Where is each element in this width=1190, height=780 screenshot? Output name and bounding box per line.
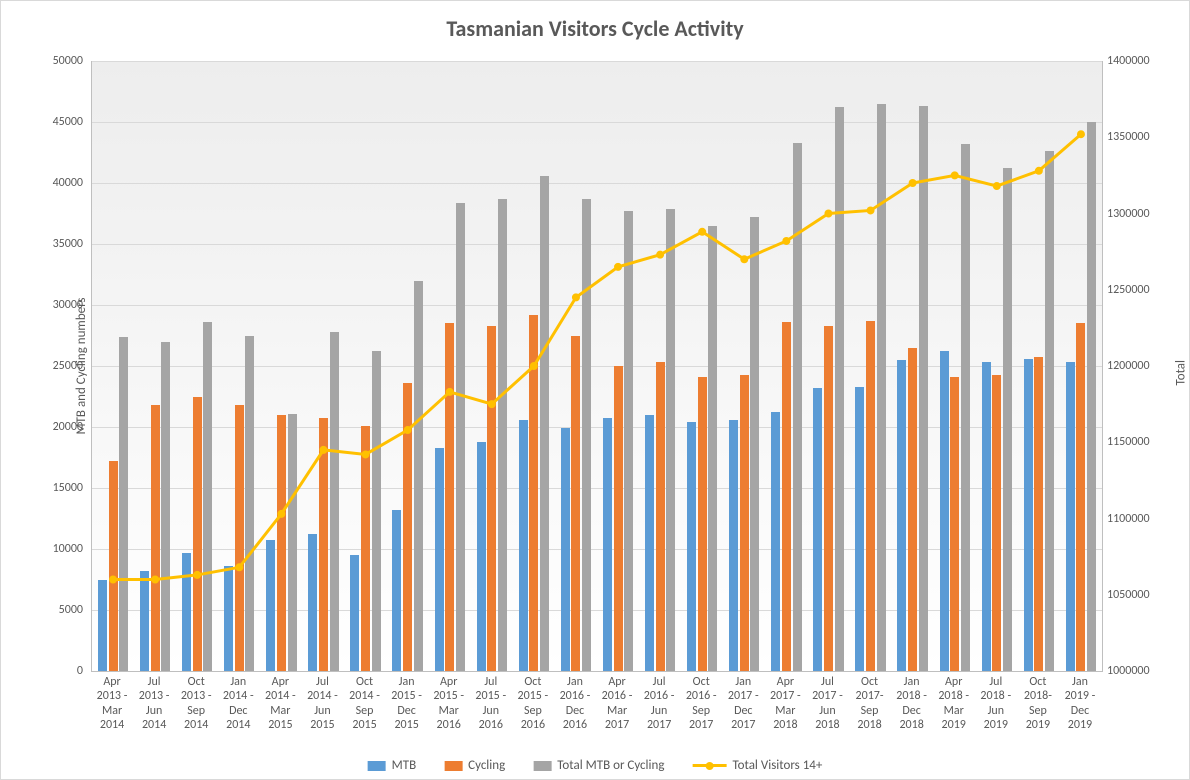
legend-label: Cycling: [468, 758, 505, 773]
plot-area: [91, 61, 1103, 672]
x-tick-label: Apr 2015 - Mar 2016: [428, 675, 470, 733]
y-right-axis-title: Total Visitors: [1173, 347, 1190, 386]
marker-total-visitors: [319, 446, 327, 454]
y-right-tick-label: 1100000: [1107, 512, 1150, 526]
marker-total-visitors: [109, 576, 117, 584]
y-left-tick-label: 30000: [53, 298, 83, 312]
y-right-tick-label: 1400000: [1107, 54, 1150, 68]
legend-marker: [705, 762, 713, 770]
marker-total-visitors: [867, 206, 875, 214]
y-right-tick-label: 1200000: [1107, 359, 1150, 373]
marker-total-visitors: [656, 251, 664, 259]
x-tick-label: Jul 2017 - Jun 2018: [806, 675, 848, 733]
legend-label: MTB: [392, 758, 417, 773]
chart-title: Tasmanian Visitors Cycle Activity: [1, 1, 1189, 42]
marker-total-visitors: [698, 228, 706, 236]
x-tick-label: Oct 2014 - Sep 2015: [344, 675, 386, 733]
y-left-tick-label: 20000: [53, 420, 83, 434]
legend-item: MTB: [368, 758, 417, 773]
x-tick-label: Jan 2015 - Dec 2015: [386, 675, 428, 733]
marker-total-visitors: [909, 179, 917, 187]
line-layer: [92, 61, 1102, 671]
legend-swatch: [444, 761, 462, 771]
x-tick-label: Apr 2013 - Mar 2014: [91, 675, 133, 733]
legend: MTB Cycling Total MTB or Cycling Total Visi…: [368, 758, 823, 773]
x-tick-label: Jul 2015 - Jun 2016: [470, 675, 512, 733]
marker-total-visitors: [740, 255, 748, 263]
y-right-tick-label: 1000000: [1107, 664, 1150, 678]
y-right-tick-label: 1050000: [1107, 588, 1150, 602]
x-tick-label: Oct 2015 - Sep 2016: [512, 675, 554, 733]
marker-total-visitors: [193, 571, 201, 579]
x-tick-label: Apr 2018 - Mar 2019: [933, 675, 975, 733]
marker-total-visitors: [488, 400, 496, 408]
x-tick-label: Jan 2018 - Dec 2018: [891, 675, 933, 733]
marker-total-visitors: [993, 182, 1001, 190]
y-left-tick-label: 5000: [59, 603, 83, 617]
x-tick-label: Jan 2019 - Dec 2019: [1059, 675, 1101, 733]
x-tick-label: Oct 2017- Sep 2018: [849, 675, 891, 733]
legend-label: Total MTB or Cycling: [557, 758, 664, 773]
marker-total-visitors: [446, 388, 454, 396]
x-tick-label: Apr 2016 - Mar 2017: [596, 675, 638, 733]
x-tick-label: Oct 2016 - Sep 2017: [680, 675, 722, 733]
y-left-tick-label: 50000: [53, 54, 83, 68]
marker-total-visitors: [572, 293, 580, 301]
x-tick-label: Oct 2013 - Sep 2014: [175, 675, 217, 733]
marker-total-visitors: [530, 362, 538, 370]
legend-line-swatch: [692, 764, 726, 767]
marker-total-visitors: [614, 263, 622, 271]
marker-total-visitors: [951, 171, 959, 179]
marker-total-visitors: [151, 576, 159, 584]
y-left-tick-label: 40000: [53, 176, 83, 190]
marker-total-visitors: [235, 563, 243, 571]
legend-swatch: [368, 761, 386, 771]
marker-total-visitors: [824, 210, 832, 218]
x-tick-label: Jul 2018 - Jun 2019: [975, 675, 1017, 733]
marker-total-visitors: [1077, 130, 1085, 138]
marker-total-visitors: [782, 237, 790, 245]
marker-total-visitors: [362, 450, 370, 458]
y-right-tick-label: 1250000: [1107, 283, 1150, 297]
x-tick-label: Apr 2017 - Mar 2018: [764, 675, 806, 733]
x-tick-label: Apr 2014 - Mar 2015: [259, 675, 301, 733]
legend-item: Total MTB or Cycling: [533, 758, 664, 773]
x-tick-label: Oct 2018- Sep 2019: [1017, 675, 1059, 733]
y-left-tick-label: 25000: [53, 359, 83, 373]
y-left-tick-label: 35000: [53, 237, 83, 251]
y-left-tick-label: 10000: [53, 542, 83, 556]
y-left-tick-label: 15000: [53, 481, 83, 495]
line-total-visitors: [113, 134, 1081, 579]
y-right-tick-label: 1350000: [1107, 130, 1150, 144]
legend-swatch: [533, 761, 551, 771]
legend-item: Total Visitors 14+: [692, 758, 822, 773]
y-left-tick-label: 0: [77, 664, 83, 678]
x-tick-label: Jul 2013 - Jun 2014: [133, 675, 175, 733]
x-tick-label: Jul 2016 - Jun 2017: [638, 675, 680, 733]
x-tick-label: Jan 2014 - Dec 2014: [217, 675, 259, 733]
legend-label: Total Visitors 14+: [732, 758, 822, 773]
marker-total-visitors: [1035, 167, 1043, 175]
y-left-tick-label: 45000: [53, 115, 83, 129]
legend-item: Cycling: [444, 758, 505, 773]
x-tick-label: Jan 2016 - Dec 2016: [554, 675, 596, 733]
y-right-tick-label: 1300000: [1107, 207, 1150, 221]
marker-total-visitors: [404, 426, 412, 434]
x-tick-label: Jan 2017 - Dec 2017: [722, 675, 764, 733]
marker-total-visitors: [277, 510, 285, 518]
x-tick-label: Jul 2014 - Jun 2015: [301, 675, 343, 733]
chart-container: Tasmanian Visitors Cycle Activity MTB an…: [0, 0, 1190, 780]
y-right-tick-label: 1150000: [1107, 435, 1150, 449]
